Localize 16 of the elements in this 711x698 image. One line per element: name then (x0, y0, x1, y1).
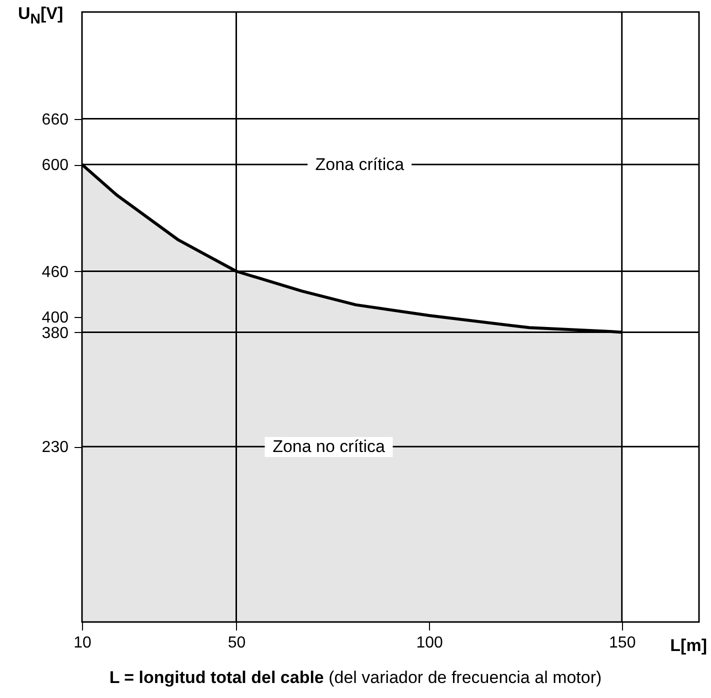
x-tick-label: 10 (74, 634, 92, 652)
x-tick-label: 100 (416, 634, 444, 652)
y-tick-label: 380 (42, 324, 69, 342)
text: L = longitud total del cable (109, 668, 325, 687)
text: (del variador de frecuencia al motor) (328, 668, 602, 687)
y-tick-label: 230 (42, 439, 69, 456)
y-tick-label: 600 (42, 157, 69, 174)
y-tick-label: 660 (42, 111, 69, 128)
x-tick-label: 50 (228, 634, 246, 652)
x-tick-label: 150 (609, 634, 636, 652)
y-tick-label: 400 (42, 310, 69, 326)
annotation: Zona no crítica (264, 436, 394, 457)
x-axis-title: L[m] (670, 636, 707, 656)
y-axis-title: U$_{N}$[V] (18, 4, 64, 28)
annotation: Zona crítica (307, 154, 412, 174)
y-tick-label: 460 (42, 264, 69, 281)
